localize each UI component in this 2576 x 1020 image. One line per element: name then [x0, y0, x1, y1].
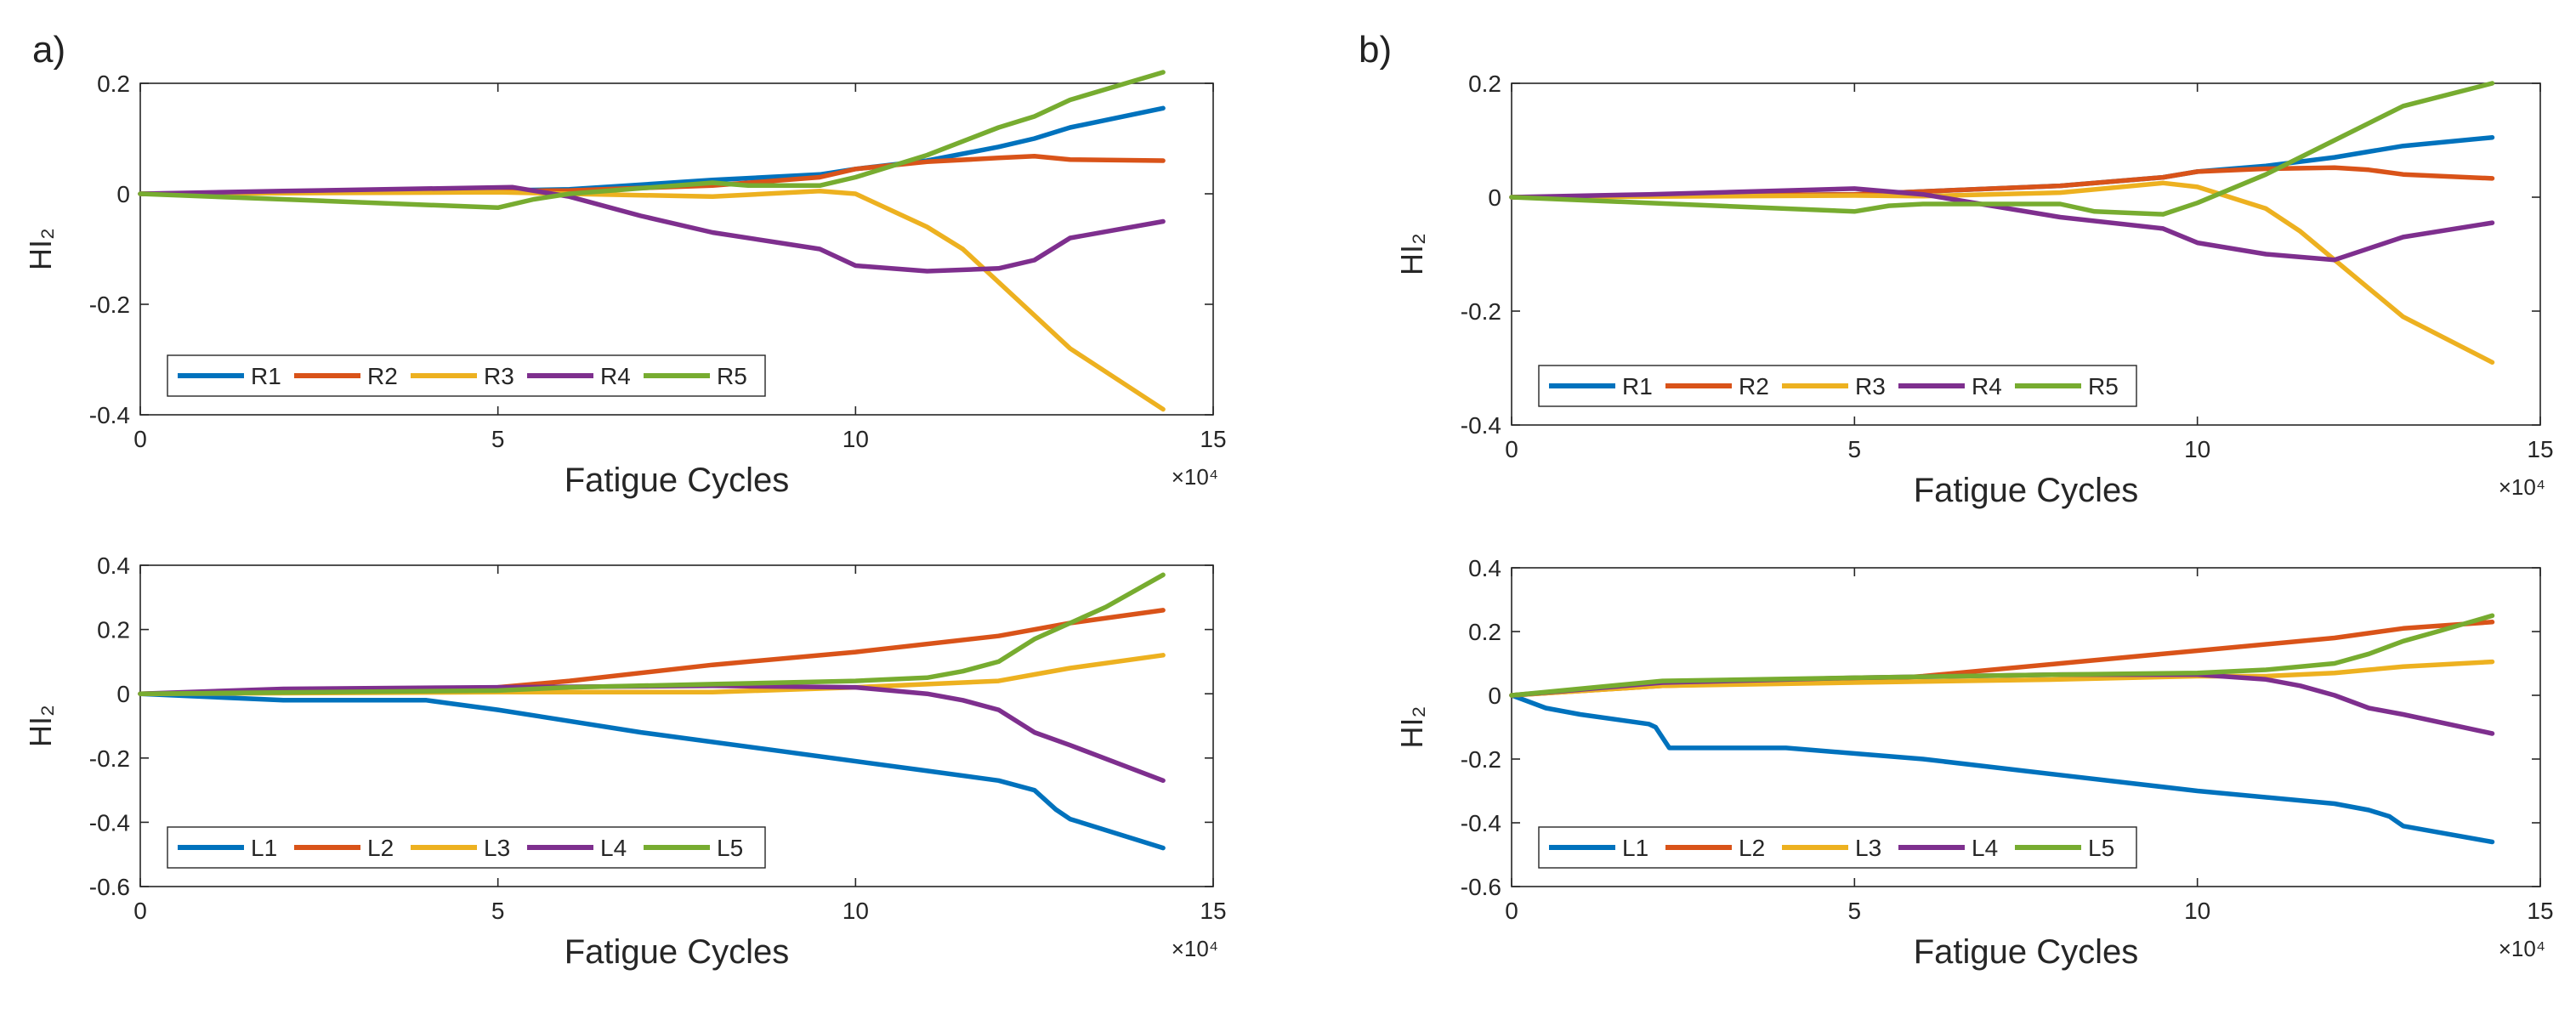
x-axis-label: Fatigue Cycles: [1914, 472, 2139, 509]
y-tick-label: -0.4: [89, 809, 130, 836]
x-tick-label: 0: [133, 898, 147, 924]
y-tick-label: 0.4: [1468, 555, 1501, 581]
legend-label-l4: L4: [1972, 835, 1998, 861]
legend-label-r3: R3: [484, 363, 514, 389]
x-tick-label: 10: [843, 898, 869, 924]
x-tick-label: 10: [2184, 436, 2210, 462]
x-tick-label: 5: [491, 426, 505, 452]
y-tick-label: 0.2: [1468, 619, 1501, 645]
y-tick-label: -0.6: [1461, 874, 1501, 900]
x-tick-label: 5: [1848, 898, 1862, 924]
legend-label-r2: R2: [1739, 373, 1769, 400]
series-line-r5: [138, 70, 1166, 211]
legend-label-r3: R3: [1855, 373, 1886, 400]
legend-label-l5: L5: [2088, 835, 2114, 861]
legend-label-l4: L4: [600, 835, 627, 861]
y-tick-label: 0.4: [97, 552, 130, 579]
x-tick-label: 15: [1200, 898, 1226, 924]
series-line-r4: [138, 184, 1166, 274]
y-tick-label: -0.4: [89, 402, 130, 428]
panel-label-a: a): [32, 29, 66, 71]
legend-label-r1: R1: [251, 363, 281, 389]
legend-label-l3: L3: [1855, 835, 1881, 861]
y-tick-label: 0: [116, 181, 130, 207]
legend-label-l2: L2: [367, 835, 394, 861]
panel-label-b: b): [1359, 29, 1393, 71]
y-tick-label: 0: [1488, 683, 1501, 709]
legend-label-l1: L1: [1622, 835, 1648, 861]
x-exponent: ×10⁴: [2499, 474, 2545, 500]
x-tick-label: 10: [2184, 898, 2210, 924]
series-line-l1: [138, 691, 1166, 851]
legend-label-r1: R1: [1622, 373, 1653, 400]
x-exponent: ×10⁴: [2499, 936, 2545, 961]
y-tick-label: 0: [116, 681, 130, 707]
legend-label-r5: R5: [717, 363, 747, 389]
x-tick-label: 0: [133, 426, 147, 452]
y-axis-label: HI₂: [1394, 233, 1429, 275]
legend-label-l2: L2: [1739, 835, 1765, 861]
y-tick-label: -0.4: [1461, 810, 1501, 836]
x-tick-label: 5: [1848, 436, 1862, 462]
x-tick-label: 15: [2527, 898, 2553, 924]
series-line-l1: [1509, 693, 2495, 845]
legend-label-l5: L5: [717, 835, 743, 861]
y-tick-label: -0.2: [89, 745, 130, 772]
series-line-l4: [138, 683, 1166, 784]
legend-label-r4: R4: [600, 363, 631, 389]
x-axis-label: Fatigue Cycles: [565, 462, 790, 499]
x-tick-label: 15: [2527, 436, 2553, 462]
series-line-l5: [138, 572, 1166, 696]
y-tick-label: -0.6: [89, 874, 130, 900]
y-tick-label: -0.2: [1461, 298, 1501, 325]
y-axis-label: HI₂: [23, 228, 58, 270]
series-line-l3: [138, 653, 1166, 696]
y-tick-label: 0: [1488, 184, 1501, 211]
series-line-r3: [1509, 180, 2495, 366]
y-tick-label: 0.2: [97, 71, 130, 97]
series-line-r5: [1509, 81, 2495, 217]
legend-label-l3: L3: [484, 835, 510, 861]
x-tick-label: 0: [1505, 898, 1518, 924]
y-tick-label: 0.2: [1468, 71, 1501, 97]
x-axis-label: Fatigue Cycles: [565, 933, 790, 971]
y-tick-label: 0.2: [97, 617, 130, 643]
x-exponent: ×10⁴: [1172, 936, 1218, 961]
x-tick-label: 10: [843, 426, 869, 452]
legend-label-r4: R4: [1972, 373, 2002, 400]
y-tick-label: -0.2: [1461, 746, 1501, 773]
x-axis-label: Fatigue Cycles: [1914, 933, 2139, 971]
series-line-l5: [1509, 613, 2495, 698]
legend-label-l1: L1: [251, 835, 277, 861]
x-exponent: ×10⁴: [1172, 464, 1218, 490]
x-tick-label: 0: [1505, 436, 1518, 462]
y-axis-label: HI₂: [23, 705, 58, 747]
y-tick-label: -0.4: [1461, 412, 1501, 439]
legend-label-r2: R2: [367, 363, 398, 389]
x-tick-label: 5: [491, 898, 505, 924]
y-axis-label: HI₂: [1394, 706, 1429, 749]
series-line-r4: [1509, 186, 2495, 263]
y-tick-label: -0.2: [89, 292, 130, 318]
x-tick-label: 15: [1200, 426, 1226, 452]
legend-label-r5: R5: [2088, 373, 2119, 400]
